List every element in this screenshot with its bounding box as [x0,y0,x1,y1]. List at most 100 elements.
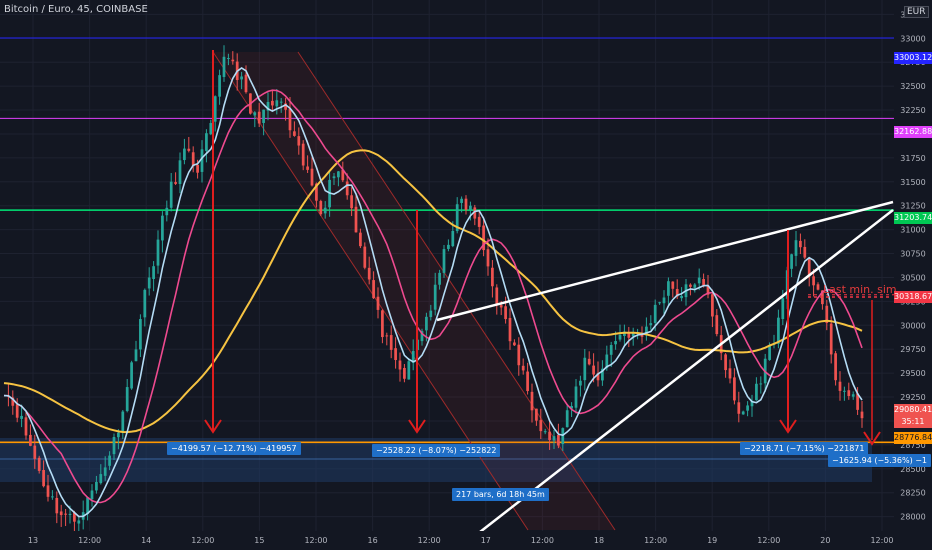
moving-average-fast [3,67,863,518]
candle-body [147,277,151,289]
candle-body [807,257,811,277]
candle-body [473,207,477,219]
time-axis-labels: 13 12:00 14 12:00 15 12:00 16 12:00 17 12:00 18 12:… [28,536,894,545]
candle-body [222,56,226,77]
y-tick-label: 31500 [900,178,925,187]
candle-body [829,323,833,355]
x-tick-label: 12:00 [531,536,554,545]
y-tick-label: 31000 [900,226,925,235]
candle-body [275,100,279,107]
candle-body [420,331,424,342]
candle-body [125,387,129,412]
candle-body [609,345,613,355]
candle-body [596,373,600,381]
candle-body [213,96,217,122]
candle-body [781,298,785,320]
y-tick-label: 30500 [900,273,925,282]
candle-body [367,267,371,280]
candle-body [279,101,283,103]
candle-body [310,168,314,186]
candle-body [433,284,437,310]
candle-body [139,319,142,350]
candle-body [702,279,705,286]
candle-body [68,513,72,515]
y-tick-label: 31750 [900,154,925,163]
candle-body [103,467,107,476]
candle-body [680,295,683,299]
candle-body [143,289,147,318]
candle-body [825,305,829,324]
x-tick-label: 13 [28,536,38,545]
x-tick-label: 18 [594,536,604,545]
candle-body [482,225,485,251]
candle-body [46,485,50,497]
y-tick-label: 29750 [900,345,925,354]
candle-body [359,232,362,247]
candle-body [860,411,864,419]
candle-body [495,287,499,304]
x-tick-label: 12:00 [757,536,780,545]
x-tick-label: 17 [481,536,491,545]
candle-body [156,239,160,266]
candle-body [33,445,37,459]
candle-body [218,75,221,97]
candle-body [755,383,758,401]
candle-body [697,277,701,284]
candle-body [257,111,261,124]
candle-body [746,405,749,411]
candle-body [196,164,199,173]
candle-body [244,74,248,93]
candle-body [803,246,807,258]
candle-body [543,431,547,433]
candle-body [323,207,327,214]
candle-body [345,181,349,196]
candle-body [548,431,551,440]
candle-body [231,59,235,62]
candle-body [618,334,622,340]
candle-body [51,496,54,498]
candle-body [59,511,63,516]
currency-button[interactable]: EUR [904,6,929,18]
x-tick-label: 12:00 [418,536,441,545]
candle-body [724,354,727,371]
candle-body [341,169,345,181]
candle-body [411,351,415,363]
measurement-label-4: −1625.94 (−5.36%) −1 [828,454,932,467]
candle-body [253,112,257,116]
y-tick-label: 32250 [900,106,925,115]
candle-body [134,349,138,362]
y-tick-label: 29500 [900,369,925,378]
candle-body [29,434,32,446]
candle-body [130,362,133,389]
candle-body [55,497,59,514]
candle-body [95,481,98,491]
candle-body [425,316,428,331]
candle-body [337,171,340,178]
candle-body [108,455,111,466]
x-tick-label: 20 [820,536,830,545]
moving-average-mid [3,89,863,504]
y-tick-label: 28750 [900,441,925,450]
candle-body [816,284,820,290]
candle-body [174,182,177,184]
price-label-30318: 30318.67 [894,291,932,303]
candle-body [768,345,771,360]
candle-body [579,380,582,386]
candle-body [42,469,45,487]
candle-body [407,361,411,380]
y-tick-label: 33000 [900,34,925,43]
last-min-note: Last min. sim [823,283,897,296]
candle-body [20,415,23,419]
candle-body [152,266,155,280]
candle-body [464,198,468,210]
candle-body [750,400,754,407]
candle-body [372,280,375,299]
candle-body [530,391,534,411]
candle-body [429,310,433,318]
candle-body [671,281,675,289]
y-tick-label: 32500 [900,82,925,91]
candle-body [741,411,745,415]
candle-body [535,408,538,421]
date-range-label: 217 bars, 6d 18h 45m [452,488,549,501]
